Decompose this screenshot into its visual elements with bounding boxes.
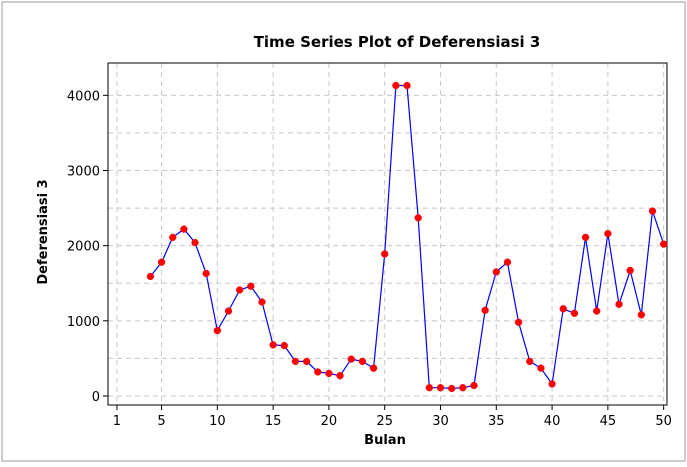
data-point xyxy=(604,229,612,238)
x-tick-label: 1 xyxy=(113,414,121,429)
data-point xyxy=(648,207,657,215)
data-point xyxy=(146,272,155,281)
x-tick-label: 5 xyxy=(157,414,165,429)
x-tick-label: 40 xyxy=(544,414,561,429)
x-tick-label: 15 xyxy=(265,414,282,429)
data-point xyxy=(291,357,300,366)
data-point xyxy=(180,225,188,233)
data-point xyxy=(202,269,210,278)
data-point xyxy=(381,250,389,258)
chart-title: Time Series Plot of Deferensiasi 3 xyxy=(254,33,541,51)
data-point xyxy=(392,81,400,90)
y-tick-label: 3000 xyxy=(67,164,100,179)
plot-frame xyxy=(107,62,668,406)
data-point xyxy=(526,357,534,366)
data-point xyxy=(336,372,344,380)
x-tick-label: 20 xyxy=(321,414,338,429)
y-tick-label: 1000 xyxy=(67,315,100,330)
data-point xyxy=(481,306,489,314)
data-point xyxy=(191,238,199,247)
data-point xyxy=(593,307,601,315)
x-tick-label: 50 xyxy=(655,414,672,429)
x-tick-label: 35 xyxy=(488,414,505,429)
data-point xyxy=(258,298,266,306)
data-point xyxy=(302,357,311,366)
x-tick-label: 10 xyxy=(209,414,226,429)
data-point xyxy=(325,369,333,378)
data-point xyxy=(247,282,255,290)
data-point xyxy=(637,311,645,319)
x-tick-label: 25 xyxy=(376,414,393,429)
data-point xyxy=(548,380,556,388)
y-tick-label: 2000 xyxy=(67,240,100,255)
x-tick-label: 45 xyxy=(600,414,617,429)
data-point xyxy=(403,81,411,90)
data-point xyxy=(347,355,355,363)
y-axis-label: Deferensiasi 3 xyxy=(36,179,51,284)
series-layer xyxy=(146,81,668,393)
data-point xyxy=(503,258,512,266)
y-tick-label: 0 xyxy=(92,390,100,405)
x-axis-label: Bulan xyxy=(364,433,406,448)
data-point xyxy=(615,300,623,308)
data-point xyxy=(280,341,288,350)
data-point xyxy=(369,364,378,372)
data-point xyxy=(358,357,367,366)
data-point xyxy=(414,214,422,222)
data-point xyxy=(581,233,590,242)
data-point xyxy=(269,341,277,349)
data-point xyxy=(425,384,433,392)
data-point xyxy=(470,381,478,390)
data-point xyxy=(459,384,467,392)
grid-layer xyxy=(108,63,667,405)
data-point xyxy=(537,364,545,372)
y-tick-label: 4000 xyxy=(67,89,100,104)
x-tick-label: 30 xyxy=(432,414,449,429)
data-point xyxy=(448,384,456,393)
data-point xyxy=(436,384,445,392)
data-point xyxy=(660,240,668,248)
data-point xyxy=(224,307,233,315)
data-point xyxy=(559,305,567,313)
data-point xyxy=(169,233,177,242)
data-point xyxy=(514,318,523,326)
data-point xyxy=(213,326,221,335)
data-point xyxy=(492,268,500,276)
data-point xyxy=(157,258,166,266)
data-point xyxy=(236,286,244,294)
data-point xyxy=(314,368,322,376)
data-point xyxy=(570,309,579,317)
plot-area xyxy=(108,63,667,405)
data-point xyxy=(626,266,634,275)
